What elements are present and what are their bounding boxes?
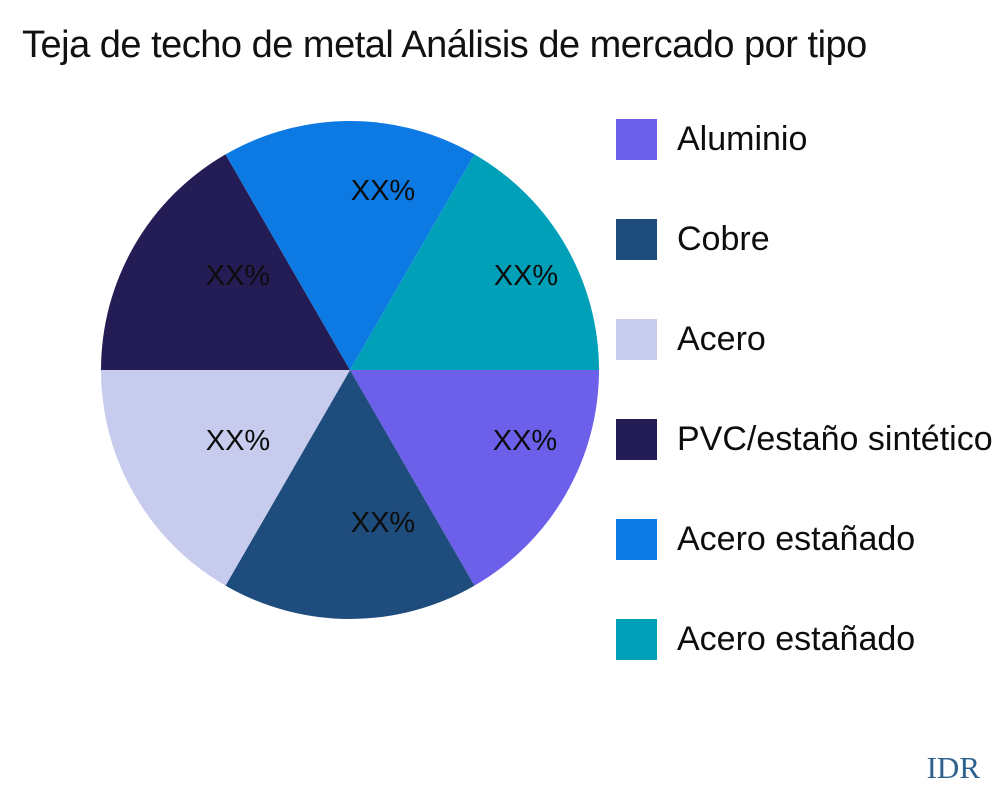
pie-slice-2-acero[interactable] (101, 370, 350, 586)
pie-slice-label-2-acero: XX% (206, 425, 270, 457)
legend: Aluminio Cobre Acero PVC/estaño sintético Ac… (616, 119, 993, 719)
legend-swatch-icon (616, 119, 657, 160)
legend-item-label: Acero estañado (677, 620, 916, 658)
pie-slice-label-5-acero-estanado: XX% (494, 260, 558, 292)
pie-slice-5-acero-estanado[interactable] (350, 154, 599, 370)
legend-item-label: Aluminio (677, 120, 808, 158)
legend-swatch-icon (616, 419, 657, 460)
pie-slice-4-acero-estanado[interactable] (225, 121, 475, 370)
chart-title: Teja de techo de metal Análisis de merca… (22, 24, 867, 66)
legend-item-2-acero[interactable]: Acero (616, 319, 993, 360)
pie-slice-label-1-cobre: XX% (351, 507, 415, 539)
pie-slice-label-3-pvc-estano-sintetico: XX% (206, 260, 270, 292)
pie-slice-1-cobre[interactable] (225, 370, 475, 619)
legend-swatch-icon (616, 319, 657, 360)
legend-swatch-icon (616, 619, 657, 660)
pie-slice-3-pvc-estano-sintetico[interactable] (101, 154, 350, 370)
legend-item-3-pvc-estano-sintetico[interactable]: PVC/estaño sintético (616, 419, 993, 460)
pie-slice-label-4-acero-estanado: XX% (351, 175, 415, 207)
legend-item-label: PVC/estaño sintético (677, 420, 993, 458)
legend-item-label: Acero estañado (677, 520, 916, 558)
legend-item-4-acero-estanado[interactable]: Acero estañado (616, 519, 993, 560)
legend-item-label: Cobre (677, 220, 770, 258)
pie-slice-0-aluminio[interactable] (350, 370, 599, 586)
legend-item-label: Acero (677, 320, 766, 358)
legend-item-5-acero-estanado[interactable]: Acero estañado (616, 619, 993, 660)
legend-swatch-icon (616, 519, 657, 560)
legend-item-0-aluminio[interactable]: Aluminio (616, 119, 993, 160)
pie-slice-label-0-aluminio: XX% (493, 425, 557, 457)
legend-swatch-icon (616, 219, 657, 260)
legend-item-1-cobre[interactable]: Cobre (616, 219, 993, 260)
watermark: IDR (926, 750, 980, 785)
